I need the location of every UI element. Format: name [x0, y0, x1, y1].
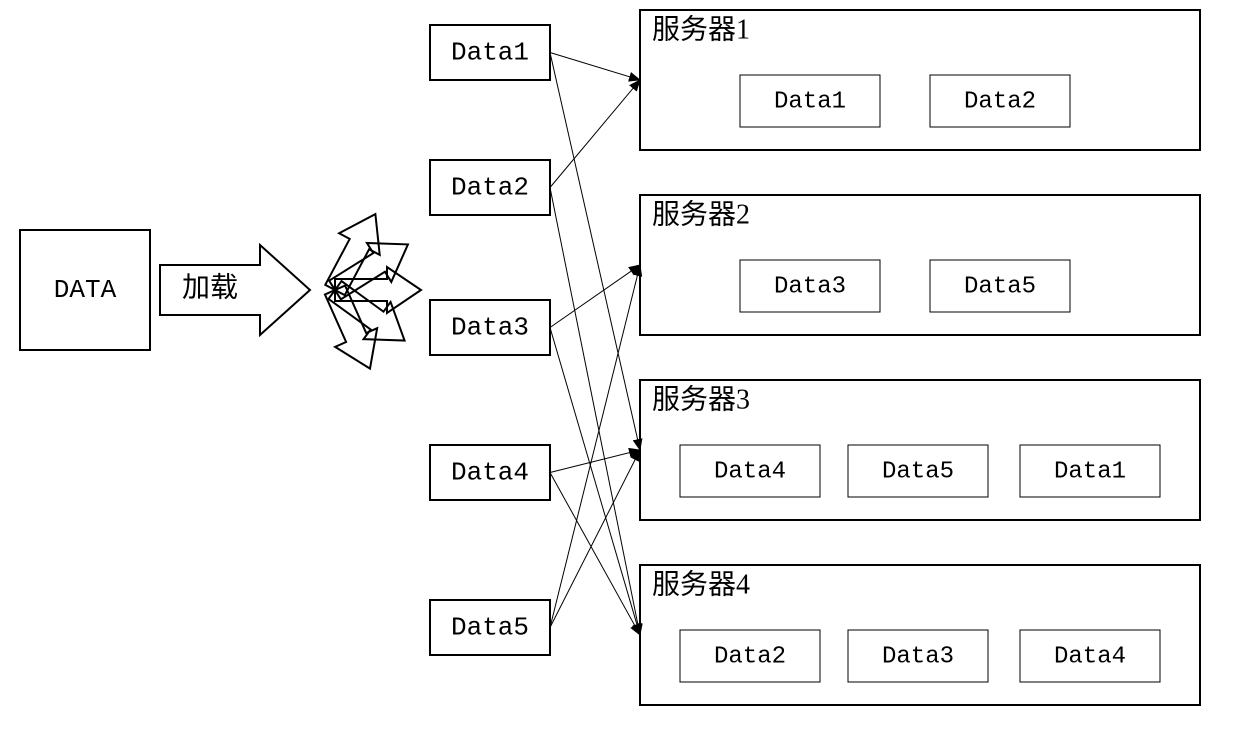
- edge-data1-server1: [550, 53, 640, 81]
- server4-item-2-label: Data4: [1054, 643, 1126, 670]
- server2-item-0-label: Data3: [774, 273, 846, 300]
- server4-title: 服务器4: [652, 568, 750, 600]
- source-data-label: DATA: [54, 275, 117, 305]
- data5-label: Data5: [451, 612, 529, 642]
- to-data2: [323, 225, 420, 310]
- load-arrow-label: 加载: [182, 271, 238, 303]
- server2-title: 服务器2: [652, 198, 750, 230]
- edge-data4-server3: [550, 450, 640, 473]
- server3-item-2-label: Data1: [1054, 458, 1126, 485]
- server1-item-1-label: Data2: [964, 88, 1036, 115]
- data4-label: Data4: [451, 457, 529, 487]
- server3-item-1-label: Data5: [882, 458, 954, 485]
- server3-item-0-label: Data4: [714, 458, 786, 485]
- to-data5: [314, 281, 391, 378]
- edge-data3-server4: [550, 328, 640, 636]
- server4-item-1-label: Data3: [882, 643, 954, 670]
- data3-label: Data3: [451, 312, 529, 342]
- server1-title: 服务器1: [652, 13, 750, 45]
- server4-item-0-label: Data2: [714, 643, 786, 670]
- edge-data5-server2: [550, 265, 640, 628]
- to-data1: [315, 203, 396, 301]
- edge-data4-server4: [550, 473, 640, 636]
- data1-label: Data1: [451, 37, 529, 67]
- edge-data2-server4: [550, 188, 640, 636]
- data2-label: Data2: [451, 172, 529, 202]
- diagram-canvas: DATA 加载 Data1 Data2 Data3 Data4 Data5 服务器1 Data1…: [0, 0, 1240, 736]
- edge-data5-server3: [550, 450, 640, 628]
- edge-data2-server1: [550, 80, 640, 188]
- edge-data1-server3: [550, 53, 640, 451]
- server3-title: 服务器3: [652, 383, 750, 415]
- server2-item-1-label: Data5: [964, 273, 1036, 300]
- server1-item-0-label: Data1: [774, 88, 846, 115]
